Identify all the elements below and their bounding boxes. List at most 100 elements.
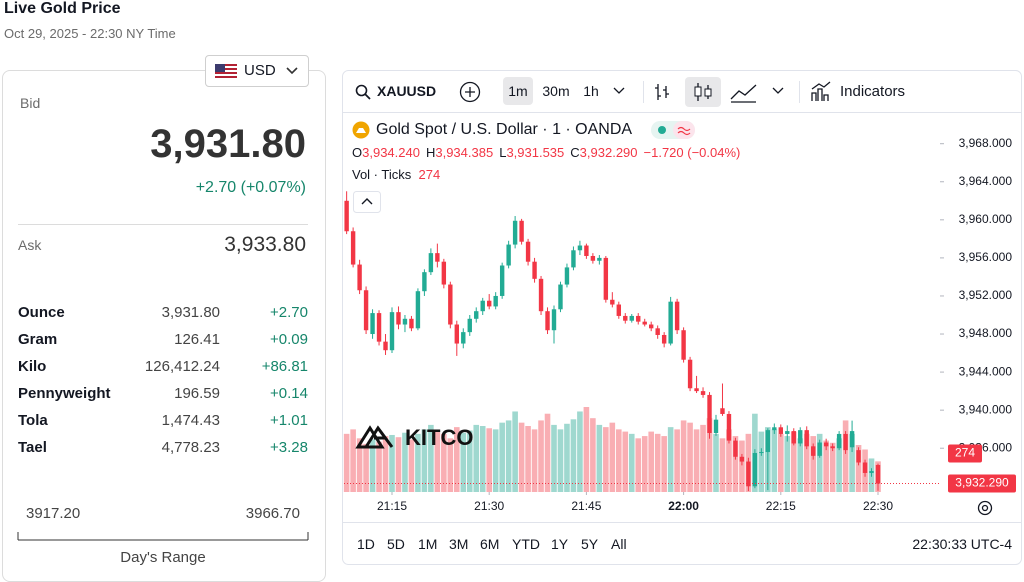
candle-body bbox=[610, 299, 615, 305]
candle-body bbox=[726, 413, 732, 441]
candle-body bbox=[370, 313, 375, 335]
metal-change: +0.09 bbox=[270, 331, 308, 348]
interval-button[interactable]: 1h bbox=[583, 83, 599, 99]
range-button[interactable]: All bbox=[611, 536, 627, 552]
volume-bar bbox=[758, 431, 765, 492]
y-tick-label: 3,940.000 bbox=[959, 402, 1013, 416]
chart-widget: 3,936.0003,940.0003,944.0003,948.0003,95… bbox=[342, 70, 1022, 565]
volume-bar bbox=[700, 424, 706, 492]
candle-body bbox=[862, 462, 868, 473]
candle-body bbox=[428, 253, 434, 273]
y-tick-label: 3,944.000 bbox=[959, 364, 1013, 378]
volume-legend: Vol · Ticks 274 bbox=[352, 167, 440, 182]
volume-bar bbox=[564, 423, 570, 492]
range-button[interactable]: 6M bbox=[480, 536, 500, 552]
collapse-button[interactable] bbox=[353, 191, 381, 213]
currency-select[interactable]: USD bbox=[205, 55, 309, 87]
candle-body bbox=[344, 200, 349, 232]
volume-bar bbox=[810, 436, 816, 492]
volume-bar bbox=[680, 420, 687, 492]
candle-body bbox=[830, 446, 835, 449]
metal-price: 1,474.43 bbox=[161, 412, 220, 429]
range-button[interactable]: YTD bbox=[512, 536, 540, 552]
candle-body bbox=[791, 431, 796, 444]
volume-bar bbox=[797, 438, 804, 492]
x-tick-label: 22:00 bbox=[668, 499, 699, 513]
metal-change: +3.28 bbox=[270, 439, 308, 456]
volume-bar bbox=[596, 424, 603, 492]
candle-body bbox=[551, 309, 557, 331]
volume-bar bbox=[719, 438, 726, 492]
range-high: 3966.70 bbox=[245, 505, 300, 522]
range-button[interactable]: 1Y bbox=[551, 536, 569, 552]
ask-price: 3,933.80 bbox=[224, 233, 306, 256]
range-button[interactable]: 1D bbox=[357, 536, 375, 552]
volume-bar bbox=[505, 420, 512, 492]
candle-body bbox=[681, 330, 686, 360]
candle-body bbox=[623, 315, 628, 321]
clock: 22:30:33 UTC-4 bbox=[912, 536, 1012, 552]
candle-body bbox=[512, 220, 518, 245]
volume-bar bbox=[687, 422, 693, 492]
range-button[interactable]: 5Y bbox=[581, 536, 599, 552]
candle-body bbox=[843, 433, 848, 451]
candle-body bbox=[836, 433, 842, 449]
volume-bar bbox=[492, 429, 499, 492]
volume-bar bbox=[531, 429, 538, 492]
candle-body bbox=[687, 359, 693, 389]
range-button[interactable]: 5D bbox=[387, 536, 405, 552]
chart-title: Gold Spot / U.S. Dollar · 1 · OANDA bbox=[376, 121, 633, 138]
interval-button[interactable]: 1m bbox=[503, 77, 533, 105]
candle-body bbox=[480, 300, 485, 312]
metal-price: 126.41 bbox=[174, 331, 220, 348]
range-button[interactable]: 1M bbox=[418, 536, 438, 552]
volume-bar bbox=[525, 426, 531, 492]
candle-body bbox=[778, 427, 783, 434]
x-tick-label: 21:30 bbox=[474, 499, 504, 513]
candle-body bbox=[409, 318, 414, 329]
candle-body bbox=[571, 250, 576, 268]
us-flag bbox=[215, 64, 237, 78]
candle-body bbox=[772, 427, 777, 431]
candle-body bbox=[817, 442, 822, 456]
symbol[interactable]: XAUUSD bbox=[377, 83, 437, 99]
volume-bar bbox=[726, 429, 732, 492]
x-tick-label: 22:30 bbox=[863, 499, 893, 513]
volume-bar bbox=[609, 422, 616, 492]
volume-bar bbox=[732, 436, 739, 492]
candle-body bbox=[713, 419, 719, 433]
kitco-logo: KITCO bbox=[355, 425, 473, 450]
candle-body bbox=[402, 318, 408, 325]
y-tick-label: 3,956.000 bbox=[959, 250, 1013, 264]
settings-icon[interactable] bbox=[976, 499, 994, 517]
ohlc-legend: O3,934.240 H3,934.385 L3,931.535 C3,932.290… bbox=[352, 145, 740, 160]
chevron bbox=[286, 67, 298, 75]
timestamp: Oct 29, 2025 - 22:30 NY Time bbox=[4, 26, 176, 41]
ohlc-change: −1.720 (−0.04%) bbox=[643, 145, 741, 160]
candle-body bbox=[700, 391, 706, 395]
metal-name: Gram bbox=[18, 331, 58, 348]
candle-body bbox=[739, 456, 745, 462]
indicators-button[interactable]: Indicators bbox=[840, 83, 906, 100]
candle-body bbox=[441, 261, 447, 285]
ohlc-value: 3,931.535 bbox=[506, 145, 565, 160]
candle-body bbox=[603, 257, 609, 300]
metal-name: Pennyweight bbox=[18, 385, 111, 402]
candle-body bbox=[804, 430, 809, 447]
logo-mark bbox=[355, 425, 394, 449]
candle-body bbox=[785, 431, 790, 434]
compare-button[interactable] bbox=[459, 81, 481, 103]
ask-label: Ask bbox=[18, 237, 42, 253]
candle-body bbox=[506, 244, 511, 266]
gold-icon bbox=[352, 121, 370, 139]
interval-button[interactable]: 30m bbox=[542, 83, 570, 99]
candle-body bbox=[525, 241, 531, 262]
volume-bar bbox=[408, 439, 415, 492]
candle-body bbox=[577, 245, 583, 251]
metal-price: 196.59 bbox=[174, 385, 220, 402]
candle-body bbox=[668, 301, 673, 344]
volume-bar bbox=[389, 434, 395, 492]
range-button[interactable]: 3M bbox=[449, 536, 469, 552]
volume-bar bbox=[557, 429, 564, 492]
